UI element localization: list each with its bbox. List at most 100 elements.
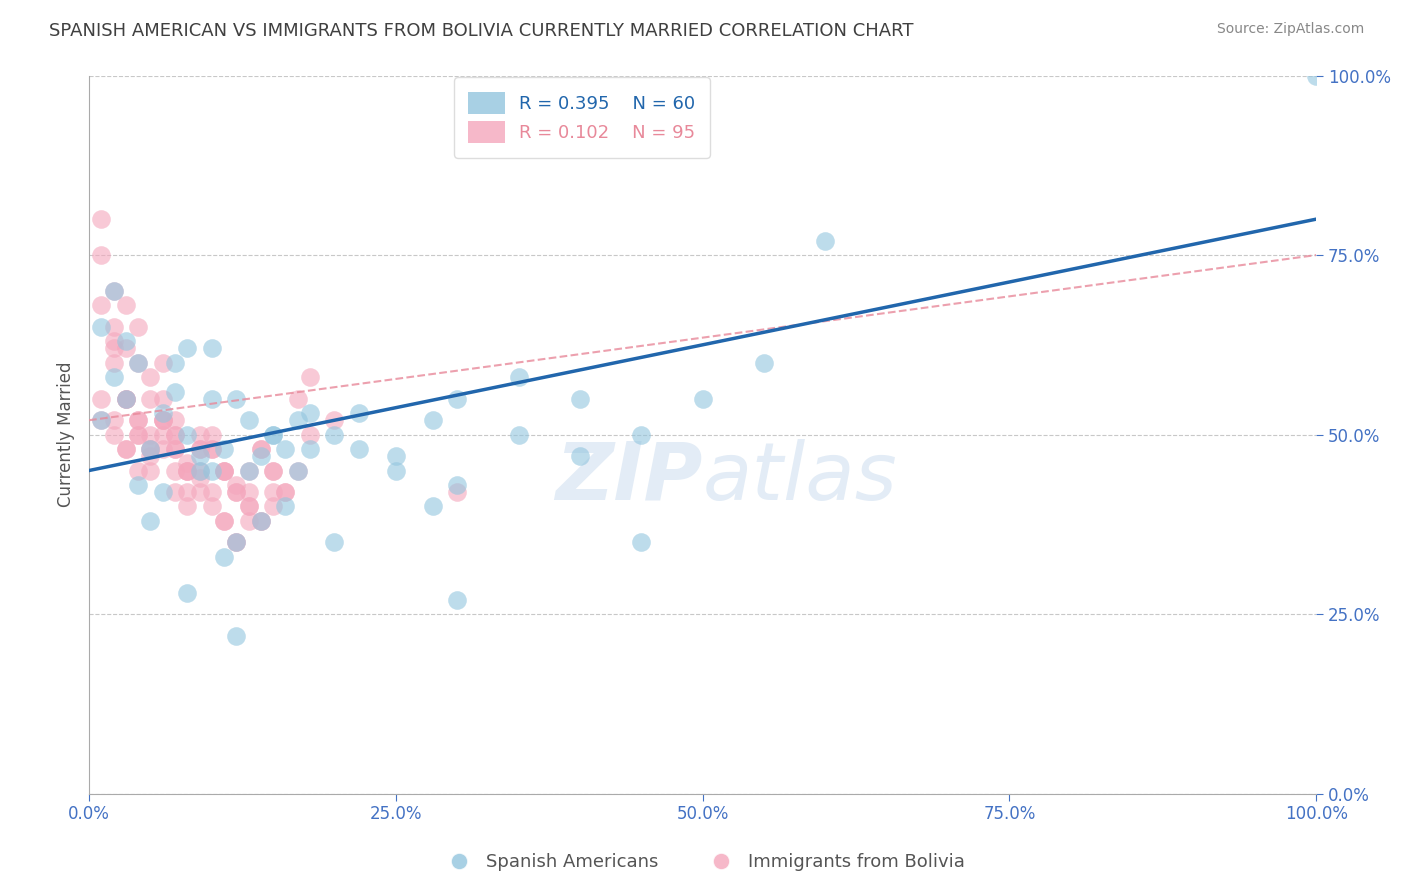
Point xyxy=(103,342,125,356)
Point xyxy=(238,413,260,427)
Point xyxy=(176,485,198,500)
Point xyxy=(176,463,198,477)
Point xyxy=(323,427,346,442)
Point xyxy=(139,463,162,477)
Point xyxy=(152,406,174,420)
Point xyxy=(103,427,125,442)
Point xyxy=(752,356,775,370)
Point xyxy=(152,427,174,442)
Point xyxy=(274,485,297,500)
Point xyxy=(250,514,273,528)
Point xyxy=(446,592,468,607)
Point xyxy=(127,427,149,442)
Point xyxy=(103,413,125,427)
Point xyxy=(225,485,247,500)
Point xyxy=(323,535,346,549)
Point xyxy=(188,463,211,477)
Point xyxy=(201,392,224,406)
Point xyxy=(115,334,138,349)
Point xyxy=(127,463,149,477)
Point xyxy=(90,413,112,427)
Point xyxy=(115,442,138,456)
Point xyxy=(262,463,284,477)
Point xyxy=(225,485,247,500)
Point xyxy=(152,442,174,456)
Point xyxy=(274,485,297,500)
Point xyxy=(287,463,309,477)
Point xyxy=(139,514,162,528)
Point xyxy=(287,413,309,427)
Point xyxy=(568,449,591,463)
Point xyxy=(163,384,186,399)
Text: SPANISH AMERICAN VS IMMIGRANTS FROM BOLIVIA CURRENTLY MARRIED CORRELATION CHART: SPANISH AMERICAN VS IMMIGRANTS FROM BOLI… xyxy=(49,22,914,40)
Point xyxy=(163,413,186,427)
Point xyxy=(127,356,149,370)
Point xyxy=(298,370,321,384)
Point xyxy=(422,500,444,514)
Point xyxy=(201,485,224,500)
Point xyxy=(238,463,260,477)
Point xyxy=(115,392,138,406)
Point xyxy=(250,514,273,528)
Point xyxy=(446,478,468,492)
Point xyxy=(152,413,174,427)
Point xyxy=(176,456,198,470)
Point xyxy=(163,427,186,442)
Point xyxy=(139,427,162,442)
Point xyxy=(212,463,235,477)
Point xyxy=(250,442,273,456)
Point xyxy=(176,463,198,477)
Point xyxy=(115,342,138,356)
Point xyxy=(152,413,174,427)
Point xyxy=(238,514,260,528)
Point xyxy=(508,370,530,384)
Point xyxy=(163,485,186,500)
Point xyxy=(201,427,224,442)
Point xyxy=(152,356,174,370)
Point xyxy=(225,392,247,406)
Point xyxy=(238,500,260,514)
Point xyxy=(188,427,211,442)
Point xyxy=(152,413,174,427)
Point xyxy=(201,500,224,514)
Point xyxy=(163,356,186,370)
Point xyxy=(1305,69,1327,83)
Point xyxy=(176,342,198,356)
Point xyxy=(103,319,125,334)
Point xyxy=(139,392,162,406)
Text: atlas: atlas xyxy=(703,439,897,516)
Point xyxy=(115,442,138,456)
Point xyxy=(225,535,247,549)
Point xyxy=(127,356,149,370)
Point xyxy=(163,463,186,477)
Point xyxy=(115,392,138,406)
Point xyxy=(446,392,468,406)
Point xyxy=(90,319,112,334)
Point xyxy=(188,442,211,456)
Point xyxy=(250,449,273,463)
Point xyxy=(422,413,444,427)
Point xyxy=(274,442,297,456)
Point xyxy=(90,298,112,312)
Point xyxy=(262,463,284,477)
Text: Source: ZipAtlas.com: Source: ZipAtlas.com xyxy=(1216,22,1364,37)
Point xyxy=(212,549,235,564)
Point xyxy=(90,392,112,406)
Point xyxy=(262,427,284,442)
Legend: R = 0.395    N = 60, R = 0.102    N = 95: R = 0.395 N = 60, R = 0.102 N = 95 xyxy=(454,78,710,158)
Point xyxy=(250,514,273,528)
Point xyxy=(176,500,198,514)
Point xyxy=(115,392,138,406)
Point xyxy=(127,413,149,427)
Point xyxy=(201,442,224,456)
Point xyxy=(568,392,591,406)
Legend: Spanish Americans, Immigrants from Bolivia: Spanish Americans, Immigrants from Boliv… xyxy=(433,847,973,879)
Point xyxy=(176,585,198,599)
Point xyxy=(212,442,235,456)
Point xyxy=(163,442,186,456)
Point xyxy=(139,449,162,463)
Point xyxy=(90,212,112,227)
Point xyxy=(188,442,211,456)
Point xyxy=(127,478,149,492)
Point xyxy=(139,442,162,456)
